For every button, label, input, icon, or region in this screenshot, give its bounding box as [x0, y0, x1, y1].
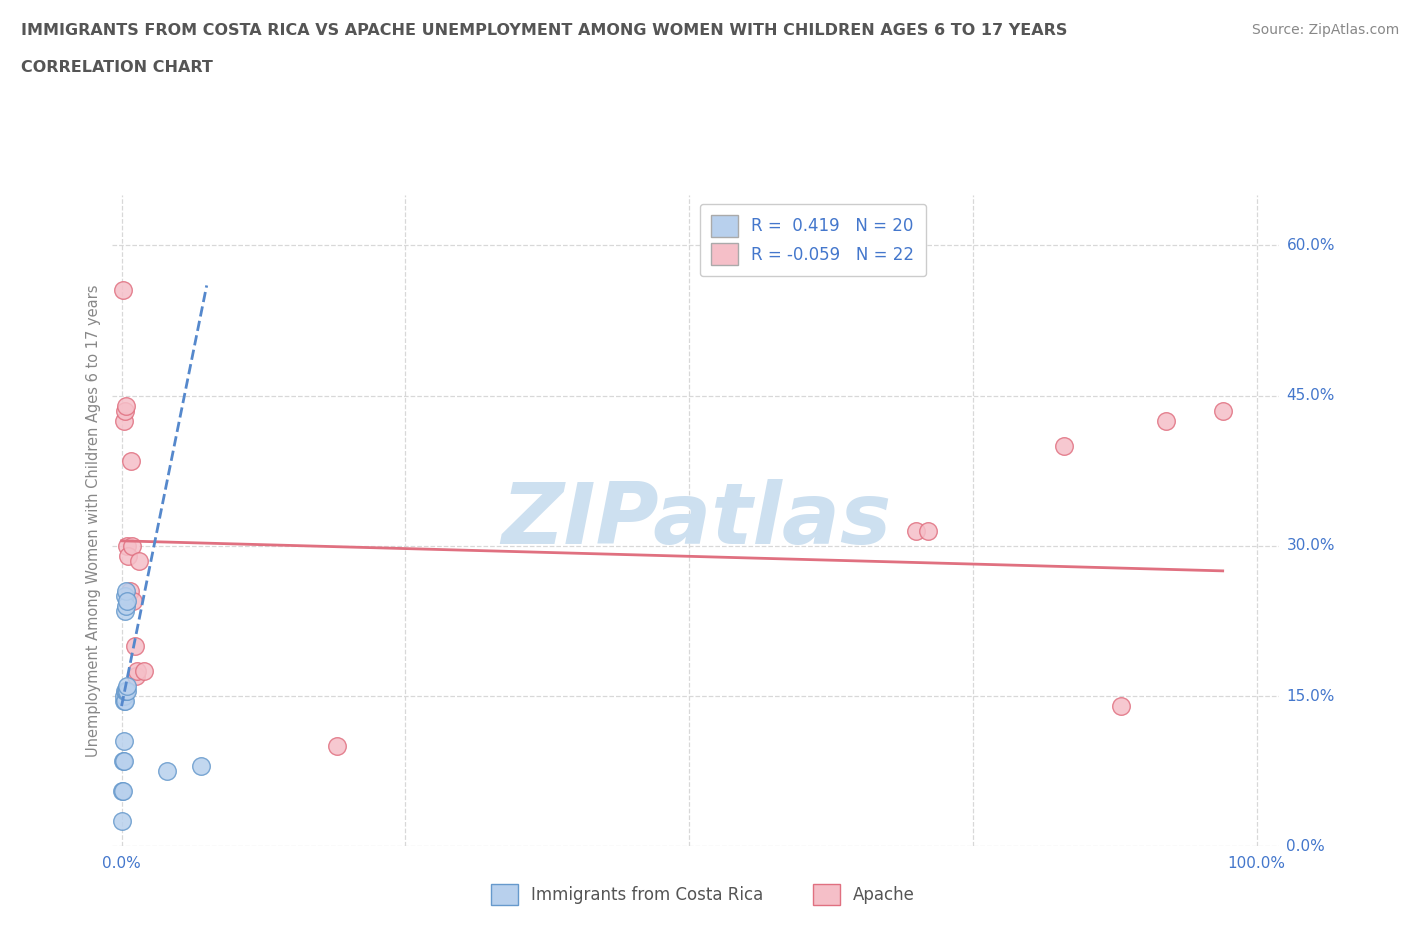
- Point: [110, 784, 132, 799]
- Text: 45.0%: 45.0%: [1286, 388, 1334, 403]
- Legend: Immigrants from Costa Rica, Apache: Immigrants from Costa Rica, Apache: [479, 872, 927, 917]
- Text: 15.0%: 15.0%: [1286, 688, 1334, 704]
- Text: IMMIGRANTS FROM COSTA RICA VS APACHE UNEMPLOYMENT AMONG WOMEN WITH CHILDREN AGES: IMMIGRANTS FROM COSTA RICA VS APACHE UNE…: [21, 23, 1067, 38]
- Text: 30.0%: 30.0%: [1286, 538, 1334, 553]
- Text: 60.0%: 60.0%: [1286, 238, 1334, 253]
- Point: [124, 639, 146, 654]
- Y-axis label: Unemployment Among Women with Children Ages 6 to 17 years: Unemployment Among Women with Children A…: [86, 285, 101, 757]
- Point: [118, 583, 141, 598]
- Point: [114, 604, 136, 618]
- Point: [114, 694, 136, 709]
- Point: [134, 664, 156, 679]
- Point: [115, 684, 138, 698]
- Point: [917, 524, 939, 538]
- Point: [114, 684, 136, 698]
- Point: [111, 283, 134, 298]
- Point: [1109, 698, 1132, 713]
- Text: ZIPatlas: ZIPatlas: [501, 479, 891, 563]
- Text: CORRELATION CHART: CORRELATION CHART: [21, 60, 212, 75]
- Point: [114, 404, 136, 418]
- Point: [326, 738, 349, 753]
- Point: [1212, 404, 1234, 418]
- Point: [112, 753, 135, 768]
- Point: [125, 669, 148, 684]
- Point: [110, 814, 132, 829]
- Point: [115, 583, 138, 598]
- Point: [115, 684, 138, 698]
- Point: [120, 453, 142, 468]
- Point: [121, 538, 143, 553]
- Point: [114, 589, 136, 604]
- Point: [156, 764, 179, 778]
- Point: [128, 553, 150, 568]
- Point: [115, 538, 138, 553]
- Text: 0.0%: 0.0%: [1286, 839, 1326, 854]
- Point: [115, 599, 138, 614]
- Point: [115, 593, 138, 608]
- Point: [115, 679, 138, 694]
- Point: [117, 549, 139, 564]
- Point: [112, 694, 135, 709]
- Point: [112, 688, 135, 703]
- Point: [1053, 438, 1076, 453]
- Point: [111, 753, 134, 768]
- Point: [1154, 413, 1177, 428]
- Legend: R =  0.419   N = 20, R = -0.059   N = 22: R = 0.419 N = 20, R = -0.059 N = 22: [700, 204, 925, 276]
- Point: [127, 664, 149, 679]
- Point: [190, 759, 212, 774]
- Point: [112, 413, 135, 428]
- Point: [905, 524, 928, 538]
- Point: [112, 734, 135, 749]
- Point: [115, 398, 138, 413]
- Point: [122, 593, 145, 608]
- Text: Source: ZipAtlas.com: Source: ZipAtlas.com: [1251, 23, 1399, 37]
- Point: [111, 784, 134, 799]
